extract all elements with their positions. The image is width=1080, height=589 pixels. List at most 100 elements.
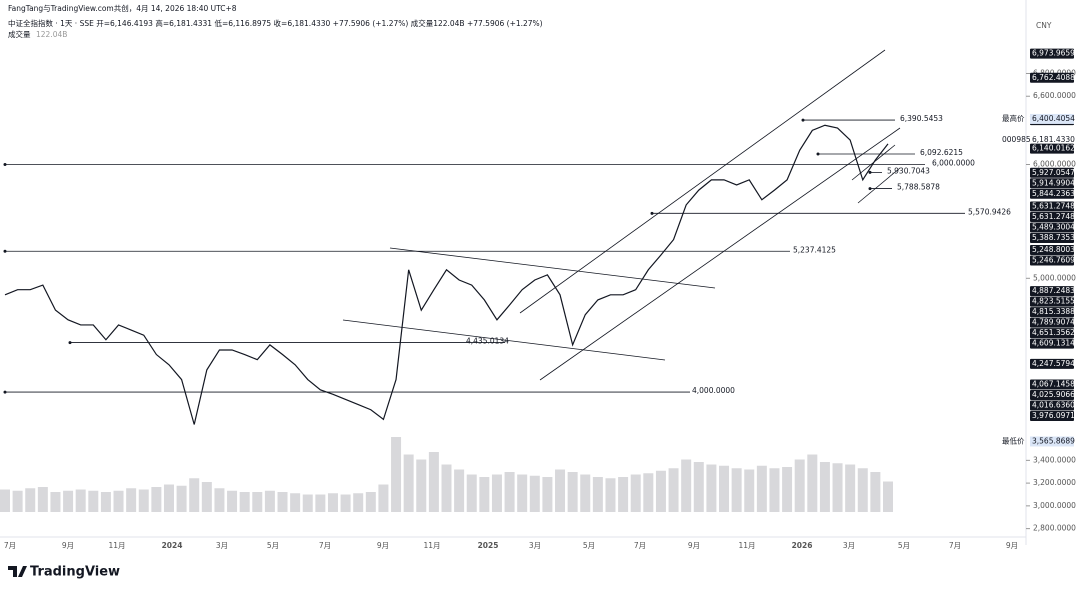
x-tick-label: 3月 [843, 541, 855, 550]
credit: FangTang与TradingView.com共创，4月 14, 2026 1… [8, 3, 237, 13]
volume-bar [542, 477, 553, 512]
volume-bar [756, 465, 767, 512]
price-tag-label: 5,631.2748 [1032, 201, 1075, 210]
level-anchor [868, 187, 872, 191]
price-tag-label: 4,247.5794 [1032, 359, 1075, 368]
volume-bar [605, 478, 616, 512]
level-label: 5,570.9426 [968, 207, 1011, 216]
volume-bar [504, 472, 515, 512]
x-tick-label: 11月 [738, 541, 755, 550]
volume-bar [163, 484, 174, 512]
x-tick-label: 11月 [423, 541, 440, 550]
volume-bar [315, 494, 326, 512]
price-tag [1030, 178, 1074, 189]
volume-bar [50, 492, 61, 512]
price-tag-label: 3,976.0971 [1032, 411, 1075, 420]
price-tag [1030, 307, 1074, 318]
volume-bar [870, 472, 881, 512]
price-tag [1030, 296, 1074, 307]
price-tag [1030, 201, 1074, 212]
volume-bar [113, 490, 124, 512]
x-tick-label: 2024 [162, 541, 183, 550]
volume-bar [201, 482, 212, 512]
price-tag-label: 4,823.5155 [1032, 297, 1075, 306]
x-tick-label: 5月 [267, 541, 279, 550]
volume-bar [290, 493, 301, 512]
x-tick-label: 2026 [792, 541, 813, 550]
volume-bar [794, 459, 805, 512]
price-tag-label: 4,651.3562 [1032, 328, 1075, 337]
volume-bar [365, 492, 376, 512]
volume-bar [491, 474, 502, 512]
high-tag-label: 6,400.4054 [1032, 114, 1075, 123]
price-tag [1030, 317, 1074, 328]
x-tick-label: 2025 [478, 541, 499, 550]
symbol-tag-name: 000985 [1002, 135, 1031, 144]
x-tick-label: 9月 [688, 541, 700, 550]
price-tag [1030, 244, 1074, 255]
legend: 中证全指指数 · 1天 · SSE 开=6,146.4193 高=6,181.4… [8, 18, 543, 28]
level-label: 5,930.7043 [887, 166, 930, 175]
volume-bar [138, 489, 149, 512]
level-label: 6,390.5453 [900, 114, 943, 123]
volume-bar [857, 468, 868, 512]
volume-bar [668, 468, 679, 512]
volume-bar [252, 492, 263, 512]
level-anchor [816, 152, 820, 156]
high-tag [1030, 113, 1074, 124]
x-tick-label: 7月 [4, 541, 16, 550]
price-tag [1030, 286, 1074, 297]
volume-bar [327, 493, 338, 512]
price-tag [1030, 400, 1074, 411]
volume-bar [517, 474, 528, 512]
volume-bar [592, 477, 603, 512]
x-tick-label: 5月 [898, 541, 910, 550]
level-anchor [868, 170, 872, 174]
volume-bar [655, 470, 666, 512]
volume-bar [719, 465, 730, 512]
volume-bar [555, 469, 566, 512]
price-tag [1030, 232, 1074, 243]
volume-bar [441, 464, 452, 512]
volume-bar [391, 437, 402, 512]
price-tag-label: 5,844.2363 [1032, 189, 1075, 198]
volume-value: 122.04B [36, 30, 67, 39]
brand: TradingView [30, 565, 120, 580]
price-tag [1030, 379, 1074, 390]
volume-bar [12, 490, 23, 512]
level-label: 4,000.0000 [692, 386, 735, 395]
volume-bar [239, 492, 250, 512]
price-tag [1030, 338, 1074, 349]
volume-bar [126, 488, 137, 512]
price-tag-label: 4,887.2483 [1032, 286, 1075, 295]
volume-bar [706, 464, 717, 512]
y-tick-label: 3,000.0000 [1033, 501, 1076, 510]
low-tag-name: 最低价 [1002, 435, 1025, 445]
volume-bar [681, 459, 692, 512]
y-tick-label: 2,800.0000 [1033, 524, 1076, 533]
price-tag-label: 6,973.9659 [1032, 49, 1075, 58]
price-tag-label: 4,025.9066 [1032, 390, 1075, 399]
trend-line [342, 319, 666, 361]
volume-bar [277, 492, 288, 512]
price-tag [1030, 389, 1074, 400]
volume-bar [340, 494, 351, 512]
price-tag [1030, 328, 1074, 339]
volume-name: 成交量 [8, 29, 31, 39]
volume-bar [454, 469, 465, 512]
volume-bar [782, 467, 793, 512]
volume-bar [466, 474, 477, 512]
price-tag [1030, 143, 1074, 154]
level-label: 5,237.4125 [793, 245, 836, 254]
level-anchor [650, 211, 654, 215]
symbol-tag-label: 6,181.4330 [1032, 135, 1075, 144]
price-tag [1030, 222, 1074, 233]
price-tag-label: 5,914.9904 [1032, 178, 1075, 187]
volume-bar [0, 489, 10, 512]
price-tag-label: 4,815.3388 [1032, 307, 1075, 316]
x-tick-label: 9月 [1006, 541, 1018, 550]
level-anchor [3, 163, 7, 167]
volume-bar [807, 454, 818, 512]
price-tag-label: 6,140.0162 [1032, 144, 1075, 153]
